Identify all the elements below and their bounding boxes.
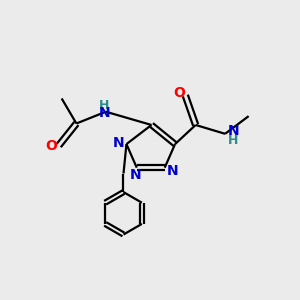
Text: H: H: [99, 99, 110, 112]
Text: N: N: [112, 136, 124, 150]
Text: N: N: [167, 164, 179, 178]
Text: N: N: [227, 124, 239, 138]
Text: N: N: [130, 168, 141, 182]
Text: O: O: [45, 139, 57, 153]
Text: O: O: [173, 85, 185, 100]
Text: H: H: [228, 134, 238, 147]
Text: N: N: [98, 106, 110, 120]
